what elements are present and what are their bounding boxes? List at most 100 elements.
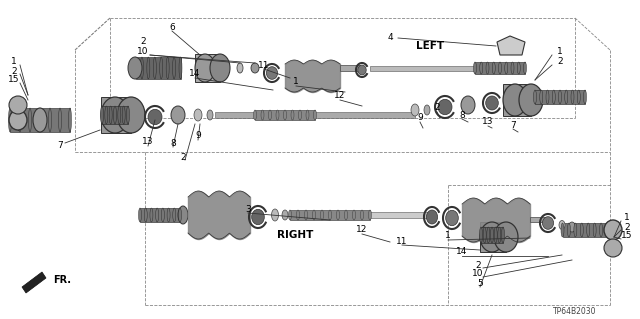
Ellipse shape bbox=[424, 105, 430, 115]
Text: 4: 4 bbox=[387, 33, 393, 42]
Ellipse shape bbox=[276, 110, 279, 120]
Ellipse shape bbox=[568, 223, 570, 237]
Ellipse shape bbox=[289, 210, 291, 220]
Ellipse shape bbox=[284, 110, 287, 120]
Ellipse shape bbox=[426, 210, 438, 224]
Bar bbox=[101, 97, 131, 133]
Ellipse shape bbox=[269, 110, 271, 120]
Text: 1: 1 bbox=[445, 232, 451, 241]
Text: 1: 1 bbox=[557, 48, 563, 56]
Ellipse shape bbox=[68, 108, 72, 132]
Ellipse shape bbox=[38, 108, 42, 132]
Ellipse shape bbox=[559, 90, 561, 104]
Ellipse shape bbox=[251, 63, 259, 73]
Ellipse shape bbox=[534, 90, 536, 104]
Ellipse shape bbox=[105, 106, 108, 124]
Ellipse shape bbox=[195, 54, 215, 82]
Text: 6: 6 bbox=[169, 23, 175, 32]
Text: 2: 2 bbox=[434, 103, 440, 113]
Ellipse shape bbox=[540, 90, 543, 104]
Ellipse shape bbox=[328, 210, 332, 220]
Ellipse shape bbox=[171, 106, 185, 124]
Ellipse shape bbox=[505, 62, 508, 74]
Ellipse shape bbox=[360, 210, 364, 220]
Text: TP64B2030: TP64B2030 bbox=[553, 308, 596, 316]
Ellipse shape bbox=[100, 106, 104, 124]
Ellipse shape bbox=[411, 104, 419, 116]
Ellipse shape bbox=[194, 109, 202, 121]
Ellipse shape bbox=[207, 110, 213, 120]
Text: 8: 8 bbox=[459, 110, 465, 120]
Ellipse shape bbox=[577, 90, 580, 104]
Text: 11: 11 bbox=[259, 61, 269, 70]
Ellipse shape bbox=[140, 57, 143, 79]
Text: 1: 1 bbox=[293, 78, 299, 86]
Text: 10: 10 bbox=[472, 270, 484, 278]
Ellipse shape bbox=[210, 54, 230, 82]
Ellipse shape bbox=[237, 63, 243, 73]
Text: 2: 2 bbox=[180, 152, 186, 161]
Ellipse shape bbox=[266, 67, 278, 79]
Ellipse shape bbox=[160, 57, 163, 79]
Ellipse shape bbox=[519, 84, 543, 116]
Ellipse shape bbox=[271, 209, 278, 221]
Text: FR.: FR. bbox=[53, 275, 71, 285]
Ellipse shape bbox=[178, 206, 188, 224]
Ellipse shape bbox=[502, 227, 504, 243]
Text: 15: 15 bbox=[8, 76, 20, 85]
Ellipse shape bbox=[593, 223, 596, 237]
Ellipse shape bbox=[161, 208, 164, 222]
Bar bbox=[140, 208, 180, 222]
Text: 2: 2 bbox=[11, 66, 17, 76]
Ellipse shape bbox=[128, 57, 142, 79]
Ellipse shape bbox=[101, 97, 129, 133]
Bar bbox=[10, 108, 70, 132]
Ellipse shape bbox=[9, 110, 27, 130]
Bar bbox=[480, 222, 506, 252]
Ellipse shape bbox=[490, 227, 493, 243]
Ellipse shape bbox=[173, 57, 175, 79]
Ellipse shape bbox=[604, 239, 622, 257]
Ellipse shape bbox=[321, 210, 323, 220]
Ellipse shape bbox=[282, 210, 288, 220]
Ellipse shape bbox=[499, 62, 502, 74]
Ellipse shape bbox=[574, 223, 577, 237]
Ellipse shape bbox=[584, 90, 586, 104]
Ellipse shape bbox=[546, 90, 549, 104]
Ellipse shape bbox=[312, 210, 316, 220]
Ellipse shape bbox=[9, 96, 27, 114]
Ellipse shape bbox=[604, 220, 622, 240]
Text: 3: 3 bbox=[245, 205, 251, 214]
Text: 15: 15 bbox=[621, 232, 633, 241]
Text: 11: 11 bbox=[396, 236, 408, 246]
Ellipse shape bbox=[314, 110, 317, 120]
Ellipse shape bbox=[49, 108, 51, 132]
Ellipse shape bbox=[148, 109, 162, 125]
Text: 13: 13 bbox=[142, 137, 154, 146]
Ellipse shape bbox=[606, 223, 609, 237]
Ellipse shape bbox=[337, 210, 339, 220]
Ellipse shape bbox=[561, 223, 564, 237]
Ellipse shape bbox=[353, 210, 355, 220]
Ellipse shape bbox=[261, 110, 264, 120]
Ellipse shape bbox=[296, 210, 300, 220]
Ellipse shape bbox=[483, 227, 486, 243]
Ellipse shape bbox=[58, 108, 61, 132]
Ellipse shape bbox=[291, 110, 294, 120]
Bar bbox=[290, 212, 430, 218]
Ellipse shape bbox=[358, 65, 366, 75]
Bar bbox=[290, 210, 370, 220]
Text: 10: 10 bbox=[137, 48, 148, 56]
Bar bbox=[530, 217, 545, 222]
Bar bbox=[340, 65, 360, 71]
Ellipse shape bbox=[600, 223, 603, 237]
Text: 9: 9 bbox=[417, 114, 423, 122]
Text: RIGHT: RIGHT bbox=[277, 230, 313, 240]
Ellipse shape bbox=[494, 222, 518, 252]
Text: 9: 9 bbox=[195, 131, 201, 140]
Ellipse shape bbox=[461, 96, 475, 114]
Text: 14: 14 bbox=[189, 70, 201, 78]
Ellipse shape bbox=[154, 57, 156, 79]
Ellipse shape bbox=[252, 209, 264, 225]
Ellipse shape bbox=[253, 110, 257, 120]
